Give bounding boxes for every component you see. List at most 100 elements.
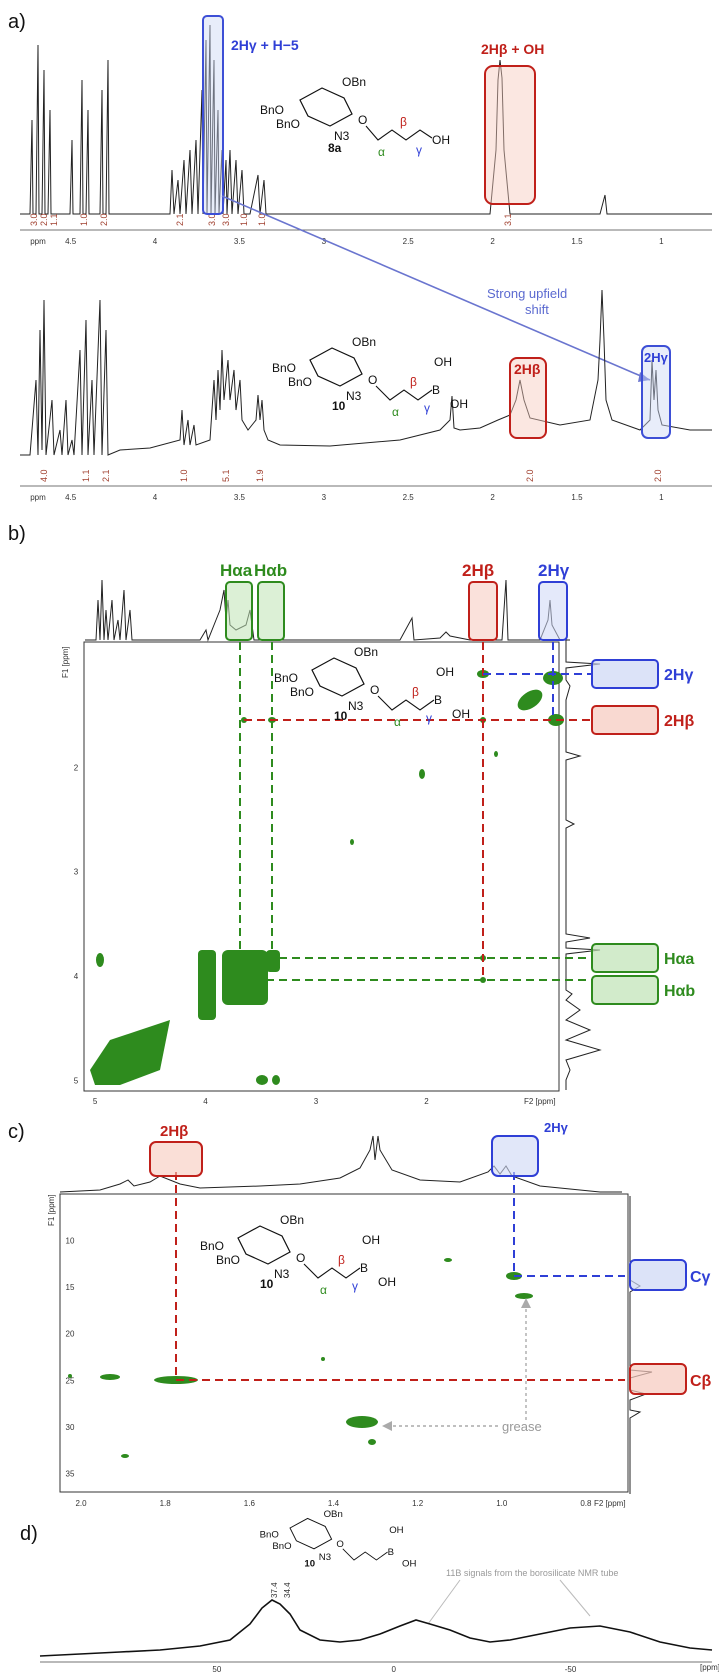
- mol-10a-beta: β: [410, 375, 417, 389]
- a-bottom-integral: 2.1: [101, 469, 111, 482]
- mol-10b-n3: N3: [348, 699, 364, 713]
- mol-10a-b: B: [432, 383, 440, 397]
- mol-8a-gamma: γ: [416, 143, 422, 157]
- c-right-label-cgamma: Cγ: [690, 1269, 711, 1286]
- panel-b-letter: b): [8, 523, 26, 545]
- a-top-tick: 3: [322, 237, 327, 246]
- mol-10a-bno-1: BnO: [272, 361, 296, 375]
- hsqc-y-tick: 20: [66, 1330, 75, 1339]
- mol-10a-oh-2: OH: [450, 397, 468, 411]
- mol-10d-oh-1: OH: [389, 1525, 403, 1536]
- hsqc-y-tick: 25: [66, 1376, 75, 1385]
- hsqc-x-tick: 0.8: [580, 1499, 592, 1508]
- mol-8a-o: O: [358, 113, 367, 127]
- peak-label-37-4: 37.4: [270, 1582, 279, 1598]
- peak-label-34-4: 34.4: [283, 1582, 292, 1598]
- b-top-label-2hbeta: 2Hβ: [462, 561, 494, 580]
- a-top-tick: 4.5: [65, 237, 77, 246]
- cosy-y-unit: F1 [ppm]: [61, 646, 70, 678]
- a-top-tick: 2.5: [403, 237, 415, 246]
- b-right-label-halpha-b: Hαb: [664, 983, 695, 1000]
- a-bottom-tick: 4: [153, 493, 158, 502]
- mol-8a-n3: N3: [334, 129, 350, 143]
- a-top-tick: 4: [153, 237, 158, 246]
- cosy-x-tick: 4: [203, 1097, 208, 1106]
- boron-spectrum-trace: [39, 1599, 713, 1657]
- boron-x-tick: 0: [391, 1665, 396, 1672]
- hsqc-y-unit: F1 [ppm]: [47, 1194, 56, 1226]
- a-bottom-tick: 2.5: [403, 493, 415, 502]
- hsqc-x-tick: 1.6: [244, 1499, 256, 1508]
- mol-8a-oh: OH: [432, 133, 450, 147]
- mol-10c-oh-2: OH: [378, 1275, 396, 1289]
- a-bottom-integral: 2.0: [653, 469, 663, 482]
- mol-10d-bno-1: BnO: [260, 1530, 279, 1541]
- mol-10c-bno-1: BnO: [200, 1239, 224, 1253]
- spectrum-10-trace: [20, 289, 712, 456]
- mol-8a-obn: OBn: [342, 75, 366, 89]
- cosy-y-tick: 5: [74, 1077, 79, 1086]
- mol-10b-label: 10: [334, 709, 348, 723]
- hsqc-y-tick: 35: [66, 1469, 75, 1478]
- a-top-integral: 1.0: [239, 213, 249, 226]
- grease-arrows: [386, 1302, 527, 1427]
- cosy-peaks: [90, 670, 564, 1085]
- hsqc-right-projection: [629, 1196, 653, 1494]
- hsqc-x-tick: 1.2: [412, 1499, 424, 1508]
- cosy-frame: [83, 641, 560, 1092]
- mol-10b-alpha: α: [394, 715, 401, 729]
- mol-10b-obn: OBn: [354, 645, 378, 659]
- a-bottom-tick: 1.5: [571, 493, 583, 502]
- a-bottom-tick: 3: [322, 493, 327, 502]
- mol-8a-beta: β: [400, 115, 407, 129]
- mol-10d-b: B: [388, 1547, 394, 1558]
- panel-a-bottom-spectrum: ppm 4.5 4 3.5 3 2.5 2 1.5 1 4.0 1.1 2.1 1.0 5.1 1.9 2.…: [20, 289, 712, 502]
- hsqc-frame: [59, 1193, 629, 1493]
- cosy-x-tick: 2: [424, 1097, 429, 1106]
- mol-10b-bno-2: BnO: [290, 685, 314, 699]
- mol-10c-gamma: γ: [352, 1279, 358, 1293]
- mol-10a-bno-2: BnO: [288, 375, 312, 389]
- mol-10b-oh-1: OH: [436, 665, 454, 679]
- a-bottom-axis-unit: ppm: [30, 493, 46, 502]
- a-bottom-integral: 1.0: [179, 469, 189, 482]
- mol-10c-oh-1: OH: [362, 1233, 380, 1247]
- borosilicate-note: 11B signals from the borosilicate NMR tu…: [446, 1568, 618, 1578]
- mol-10c-beta: β: [338, 1253, 345, 1267]
- molecule-10-d: BnO BnO OBn N3 10 O B OH OH: [260, 1509, 417, 1570]
- label-2hbeta-oh: 2Hβ + OH: [481, 41, 544, 57]
- c-top-label-2hbeta: 2Hβ: [160, 1123, 188, 1140]
- hsqc-x-tick: 2.0: [75, 1499, 87, 1508]
- a-bottom-integral: 1.1: [81, 469, 91, 482]
- a-top-integral: 2.0: [39, 213, 49, 226]
- a-bottom-integral: 1.9: [255, 469, 265, 482]
- hsqc-x-unit: F2 [ppm]: [594, 1499, 626, 1508]
- mol-10c-alpha: α: [320, 1283, 327, 1297]
- gamma-box-10: [641, 345, 671, 439]
- hsqc-x-tick: 1.0: [496, 1499, 508, 1508]
- molecule-8a: BnO BnO OBn N3 O 8a OH α β γ: [260, 75, 450, 159]
- cosy-correlation-lines: [239, 642, 592, 981]
- a-top-integral: 3.0: [29, 213, 39, 226]
- gamma-highlight-box: [202, 15, 224, 215]
- panel-c-letter: c): [8, 1121, 25, 1143]
- mol-10c-bno-2: BnO: [216, 1253, 240, 1267]
- c-right-label-cbeta: Cβ: [690, 1373, 712, 1390]
- mol-10c-b: B: [360, 1261, 368, 1275]
- mol-10a-gamma: γ: [424, 401, 430, 415]
- a-bottom-integral: 4.0: [39, 469, 49, 482]
- b-top-label-halpha-a: Hαa: [220, 561, 253, 580]
- a-top-integral: 3.0: [207, 213, 217, 226]
- mol-10b-o: O: [370, 683, 379, 697]
- borosilicate-arrows: [427, 1579, 591, 1625]
- label-2hbeta-10: 2Hβ: [514, 361, 541, 377]
- molecule-10-c: BnO BnO OBn N3 10 O B OH OH α β γ: [200, 1213, 396, 1297]
- mol-8a-alpha: α: [378, 145, 385, 159]
- cosy-right-projection: [564, 640, 602, 1090]
- mol-10d-obn: OBn: [324, 1509, 343, 1520]
- b-right-label-2hgamma: 2Hγ: [664, 667, 693, 684]
- panel-d-letter: d): [20, 1523, 38, 1545]
- a-top-axis-unit: ppm: [30, 237, 46, 246]
- a-bottom-integral: 2.0: [525, 469, 535, 482]
